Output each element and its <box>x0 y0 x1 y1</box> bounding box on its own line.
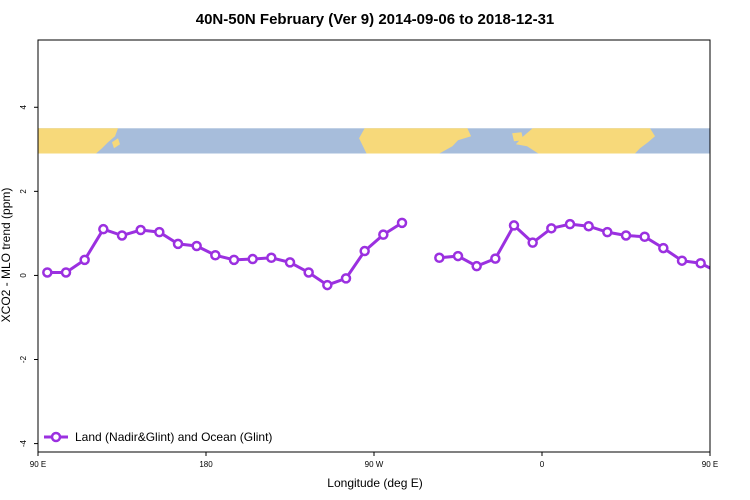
data-point <box>228 254 240 266</box>
data-point <box>434 252 445 264</box>
data-point <box>98 223 109 235</box>
series-layer <box>42 217 742 291</box>
series-line <box>439 222 710 270</box>
data-point <box>734 269 742 277</box>
data-point <box>340 273 352 284</box>
data-point <box>658 242 669 254</box>
data-point <box>172 238 184 250</box>
land-area <box>512 132 524 142</box>
land-area <box>112 138 120 149</box>
chart-title: 40N-50N February (Ver 9) 2014-09-06 to 2… <box>196 11 555 28</box>
y-tick-label: -4 <box>19 439 28 447</box>
x-tick-label: 90 W <box>365 460 384 469</box>
y-tick-label: 0 <box>19 273 28 278</box>
data-point <box>620 230 632 241</box>
legend-marker <box>50 431 62 443</box>
x-tick-label: 90 E <box>702 460 718 469</box>
land-area <box>359 128 472 154</box>
data-point <box>490 253 501 264</box>
data-point <box>266 252 277 264</box>
data-point <box>378 229 389 240</box>
data-point <box>60 267 72 278</box>
data-point <box>508 220 520 231</box>
data-point <box>639 231 650 243</box>
y-tick-label: 4 <box>19 104 28 109</box>
plot-frame <box>37 39 711 453</box>
data-point <box>359 245 370 257</box>
data-point <box>676 255 688 266</box>
data-point <box>471 260 482 272</box>
data-point <box>452 250 464 262</box>
data-point <box>715 269 723 277</box>
x-tick-label: 0 <box>540 460 545 469</box>
data-point <box>322 279 333 291</box>
series-group <box>42 217 742 291</box>
world-map-band <box>38 128 710 154</box>
data-point <box>210 249 221 261</box>
data-point <box>303 267 314 278</box>
legend-label: Land (Nadir&Glint) and Ocean (Glint) <box>75 430 272 444</box>
data-point <box>695 257 706 269</box>
data-point <box>191 240 202 252</box>
data-point <box>154 226 165 238</box>
data-point <box>602 226 613 238</box>
x-axis: 90 E 180 90 W 0 90 E <box>30 452 718 469</box>
y-tick-label: -2 <box>19 355 28 363</box>
land-area <box>515 128 655 154</box>
data-point <box>564 218 576 230</box>
land-area <box>38 128 118 154</box>
y-axis-label: XCO2 - MLO trend (ppm) <box>0 188 13 323</box>
data-point <box>247 253 258 265</box>
legend: Land (Nadir&Glint) and Ocean (Glint) <box>44 430 272 444</box>
y-axis: 4 2 0 -2 -4 <box>19 104 38 447</box>
data-point <box>42 267 53 278</box>
data-point <box>284 257 296 268</box>
x-tick-label: 180 <box>199 460 213 469</box>
data-point <box>135 224 146 236</box>
data-point <box>79 254 90 266</box>
data-point <box>116 230 128 241</box>
x-axis-label: Longitude (deg E) <box>327 476 422 490</box>
data-point <box>527 237 538 248</box>
y-tick-label: 2 <box>19 189 28 194</box>
data-point <box>546 223 557 234</box>
data-point <box>583 220 594 232</box>
x-tick-label: 90 E <box>30 460 46 469</box>
data-point <box>396 217 408 229</box>
